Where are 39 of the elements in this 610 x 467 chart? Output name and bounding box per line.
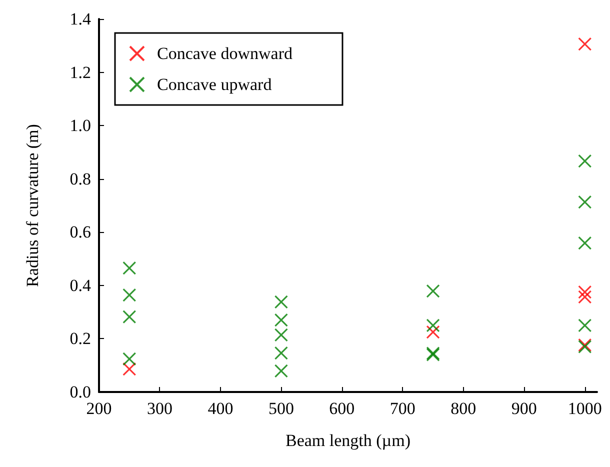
point <box>122 310 136 324</box>
point <box>426 318 440 332</box>
point <box>426 284 440 298</box>
point <box>274 346 288 360</box>
x-tick-label: 300 <box>146 399 172 418</box>
x-tick-label: 1000 <box>568 399 602 418</box>
point <box>122 352 136 366</box>
y-tick-label: 0.4 <box>70 276 92 295</box>
y-axis-title: Radius of curvature (m) <box>23 124 42 287</box>
x-tick-label: 400 <box>208 399 234 418</box>
point <box>426 325 440 339</box>
point <box>122 288 136 302</box>
point <box>122 261 136 275</box>
y-tick-label: 1.0 <box>70 116 91 136</box>
point <box>578 290 592 304</box>
y-tick-label: 0.8 <box>70 169 91 188</box>
x-tick-label: 700 <box>390 399 416 418</box>
x-tick-label: 200 <box>86 399 112 418</box>
y-tick-label: 1.2 <box>70 62 91 82</box>
y-tick-label: 0.6 <box>70 222 91 242</box>
x-tick-label: 500 <box>268 399 294 418</box>
point <box>274 364 288 378</box>
y-tick-label: 1.4 <box>70 10 92 28</box>
point <box>578 154 592 168</box>
x-tick-label: 900 <box>511 399 537 418</box>
legend-label: Concave downward <box>157 44 293 63</box>
point <box>578 236 592 250</box>
x-tick-label: 800 <box>450 399 476 418</box>
point <box>578 318 592 332</box>
x-tick-label: 600 <box>329 399 355 418</box>
point <box>274 295 288 309</box>
point <box>578 195 592 209</box>
point <box>122 362 136 376</box>
legend-label: Concave upward <box>157 75 272 94</box>
x-axis-title: Beam length (µm) <box>286 431 410 450</box>
y-tick-label: 0.0 <box>70 382 91 402</box>
point <box>578 285 592 299</box>
point <box>578 37 592 51</box>
y-tick-label: 0.2 <box>70 329 91 348</box>
